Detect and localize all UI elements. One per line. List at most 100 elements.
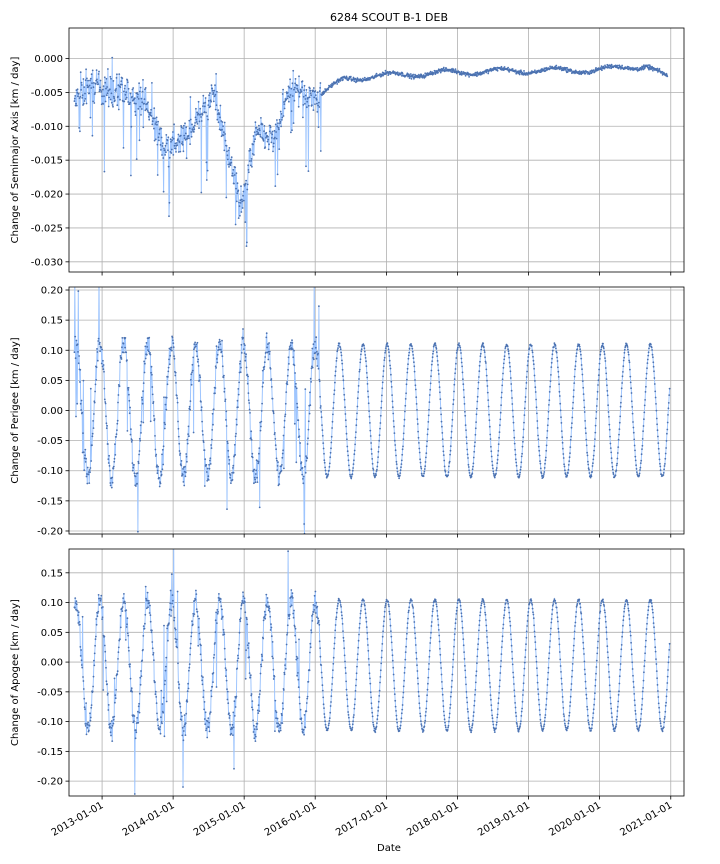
data-point — [271, 133, 274, 136]
data-point — [511, 657, 514, 660]
data-point — [432, 604, 435, 607]
data-point — [200, 406, 203, 409]
data-point — [642, 687, 644, 689]
data-point — [254, 735, 257, 738]
data-point — [399, 724, 402, 727]
data-point — [153, 415, 155, 417]
data-point — [226, 442, 229, 445]
data-point — [164, 403, 167, 406]
data-point — [429, 642, 432, 644]
data-point — [404, 651, 407, 653]
data-point — [197, 358, 200, 361]
data-point — [237, 406, 239, 409]
data-point — [572, 401, 574, 404]
data-point — [616, 452, 619, 454]
data-point — [200, 191, 203, 194]
data-point — [424, 465, 427, 468]
data-point — [667, 402, 670, 404]
data-point — [98, 341, 101, 344]
data-point — [435, 347, 438, 350]
data-point — [85, 733, 88, 736]
data-point — [133, 102, 136, 105]
data-point — [645, 639, 647, 642]
data-point — [582, 393, 585, 395]
data-point — [171, 139, 174, 142]
data-point — [540, 472, 543, 475]
data-point — [293, 422, 296, 425]
data-point — [567, 725, 569, 728]
data-point — [442, 700, 444, 702]
data-point — [635, 721, 638, 724]
data-point — [467, 719, 470, 722]
data-point — [238, 643, 241, 646]
data-point — [154, 455, 157, 457]
data-point — [568, 456, 571, 459]
data-point — [206, 169, 209, 172]
data-point — [167, 376, 169, 378]
data-point — [143, 627, 146, 630]
data-point — [242, 199, 245, 202]
data-point — [468, 76, 470, 78]
data-point — [471, 724, 474, 727]
data-point — [348, 720, 351, 723]
x-tick-label: 2015-01-01 — [192, 800, 248, 839]
data-point — [153, 418, 156, 420]
data-point — [544, 459, 547, 462]
data-point — [168, 622, 170, 624]
data-point — [566, 67, 569, 69]
data-point — [309, 651, 311, 654]
data-point — [143, 360, 146, 363]
y-tick-label: 0.00 — [41, 658, 63, 669]
data-point — [94, 390, 96, 393]
data-point — [264, 146, 267, 149]
data-point — [179, 705, 182, 708]
data-point — [351, 728, 353, 731]
data-point — [518, 475, 521, 478]
data-point — [154, 681, 156, 683]
data-point — [176, 646, 179, 649]
data-point — [450, 436, 453, 439]
data-point — [641, 704, 643, 706]
data-point — [663, 468, 665, 471]
data-point — [312, 343, 315, 346]
y-tick-label: 0.05 — [41, 376, 63, 387]
data-point — [221, 121, 224, 123]
data-point — [548, 399, 551, 402]
data-point — [438, 640, 441, 643]
data-point — [662, 472, 665, 474]
data-point — [253, 728, 256, 731]
data-point — [178, 442, 181, 445]
data-point — [375, 474, 377, 476]
data-point — [141, 101, 144, 104]
data-point — [431, 615, 434, 617]
data-point — [408, 77, 411, 79]
data-point — [647, 354, 650, 357]
data-point — [431, 610, 434, 613]
data-series — [73, 287, 671, 534]
data-point — [397, 74, 400, 77]
data-point — [431, 360, 434, 362]
data-point — [568, 714, 571, 717]
data-point — [228, 147, 231, 149]
data-point — [155, 453, 158, 456]
data-point — [124, 346, 126, 349]
data-point — [209, 459, 211, 462]
y-tick-label: 0.15 — [41, 316, 63, 327]
data-point — [612, 473, 615, 475]
data-point — [522, 428, 525, 431]
data-point — [142, 625, 145, 627]
data-point — [509, 370, 512, 373]
data-point — [455, 357, 458, 359]
data-point — [525, 630, 528, 633]
data-point — [544, 462, 546, 465]
data-point — [358, 370, 361, 373]
data-point — [125, 626, 128, 628]
data-point — [650, 346, 653, 349]
data-point — [102, 88, 104, 91]
data-point — [259, 133, 261, 136]
data-point — [127, 634, 130, 637]
data-point — [510, 383, 513, 385]
data-point — [372, 725, 375, 728]
data-point — [283, 419, 286, 422]
data-point — [527, 611, 530, 613]
